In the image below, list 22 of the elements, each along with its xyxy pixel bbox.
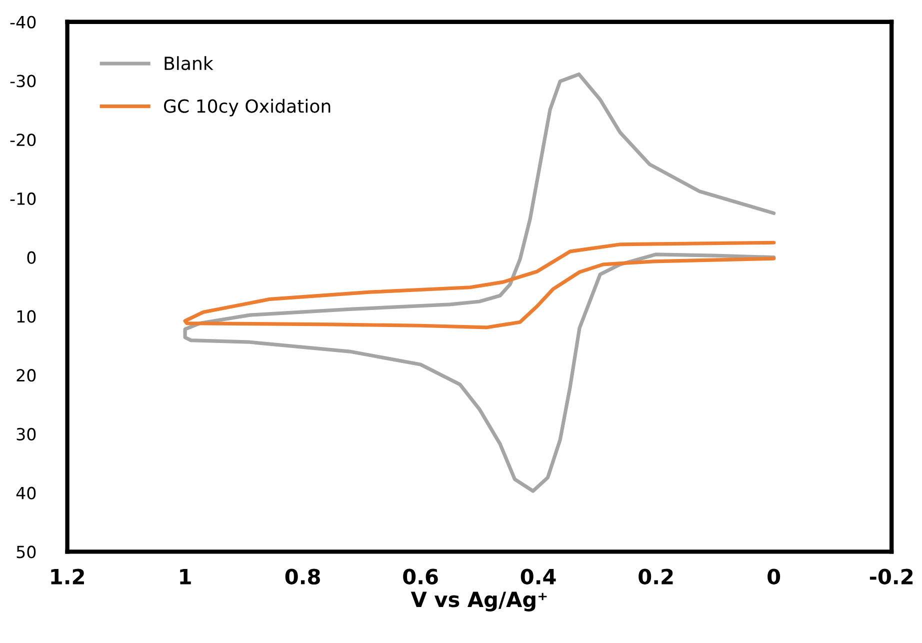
x-tick-label: 0.2 — [638, 568, 673, 584]
y-tick-label: -20 — [10, 134, 36, 146]
line-series — [183, 240, 776, 330]
legend-label: Blank — [164, 56, 214, 70]
y-tick-label: -30 — [10, 74, 36, 88]
y-tick-label: 0 — [27, 251, 36, 264]
x-tick-label: -0.2 — [870, 568, 913, 584]
y-tick-label: -40 — [10, 16, 36, 28]
x-tick-label: 1.2 — [51, 568, 84, 584]
y-tick-label: 30 — [16, 428, 36, 441]
y-tick-label: 50 — [16, 546, 36, 558]
legend-label: GC 10cy Oxidation — [164, 98, 330, 116]
y-tick-label: -10 — [10, 192, 36, 206]
y-tick-label: 10 — [17, 310, 36, 323]
y-tick-label: 40 — [16, 486, 36, 500]
x-tick-label: 0.4 — [520, 568, 556, 584]
x-tick-label: 0.6 — [403, 568, 438, 584]
x-tick-label: 0.8 — [285, 568, 320, 584]
x-tick-label: 0 — [768, 568, 780, 584]
y-tick-label: 20 — [16, 369, 36, 382]
x-tick-label: 1 — [180, 569, 191, 584]
x-axis-title: V vs Ag/Ag⁺ — [410, 592, 547, 612]
